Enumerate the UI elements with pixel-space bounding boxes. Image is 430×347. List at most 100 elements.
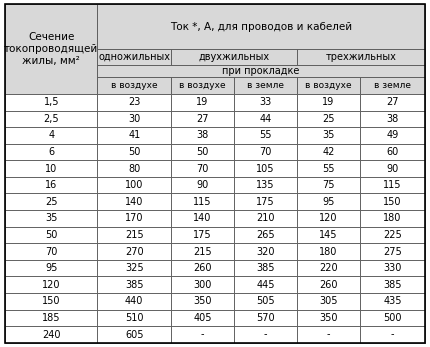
- Text: 42: 42: [322, 147, 335, 157]
- Text: 115: 115: [193, 197, 212, 207]
- Bar: [360, 77, 425, 94]
- Text: 105: 105: [256, 163, 275, 174]
- Text: в воздухе: в воздухе: [111, 81, 157, 90]
- Bar: [5, 94, 98, 110]
- Text: Ток *, А, для проводов и кабелей: Ток *, А, для проводов и кабелей: [170, 22, 352, 32]
- Bar: [171, 194, 234, 210]
- Bar: [171, 177, 234, 194]
- Bar: [5, 4, 98, 94]
- Text: -: -: [326, 330, 330, 339]
- Bar: [98, 243, 171, 260]
- Bar: [98, 194, 171, 210]
- Bar: [98, 65, 425, 77]
- Bar: [360, 293, 425, 310]
- Text: 49: 49: [386, 130, 399, 141]
- Bar: [5, 260, 98, 277]
- Bar: [171, 227, 234, 243]
- Bar: [98, 4, 425, 49]
- Text: в воздухе: в воздухе: [179, 81, 226, 90]
- Text: в воздухе: в воздухе: [305, 81, 352, 90]
- Text: 27: 27: [196, 114, 209, 124]
- Bar: [297, 144, 360, 160]
- Bar: [360, 194, 425, 210]
- Text: 90: 90: [386, 163, 399, 174]
- Text: 10: 10: [45, 163, 58, 174]
- Text: 300: 300: [193, 280, 212, 290]
- Bar: [98, 210, 171, 227]
- Bar: [297, 210, 360, 227]
- Text: 120: 120: [319, 213, 338, 223]
- Text: 55: 55: [322, 163, 335, 174]
- Text: 215: 215: [193, 247, 212, 256]
- Text: 19: 19: [322, 97, 335, 107]
- Bar: [98, 49, 171, 65]
- Bar: [5, 127, 98, 144]
- Text: 150: 150: [42, 296, 61, 306]
- Text: 500: 500: [383, 313, 402, 323]
- Bar: [98, 277, 171, 293]
- Text: 385: 385: [383, 280, 402, 290]
- Bar: [360, 127, 425, 144]
- Bar: [98, 177, 171, 194]
- Text: 35: 35: [45, 213, 58, 223]
- Bar: [98, 227, 171, 243]
- Text: 440: 440: [125, 296, 143, 306]
- Text: 60: 60: [386, 147, 399, 157]
- Text: 120: 120: [42, 280, 61, 290]
- Text: 265: 265: [256, 230, 275, 240]
- Text: при прокладке: при прокладке: [222, 66, 300, 76]
- Bar: [234, 194, 297, 210]
- Bar: [234, 243, 297, 260]
- Text: 50: 50: [128, 147, 141, 157]
- Bar: [5, 194, 98, 210]
- Bar: [360, 260, 425, 277]
- Bar: [171, 326, 234, 343]
- Text: Сечение
токопроводящей
жилы, мм²: Сечение токопроводящей жилы, мм²: [4, 32, 98, 66]
- Bar: [5, 227, 98, 243]
- Bar: [5, 210, 98, 227]
- Text: 185: 185: [42, 313, 61, 323]
- Bar: [234, 160, 297, 177]
- Text: 320: 320: [256, 247, 275, 256]
- Text: 95: 95: [322, 197, 335, 207]
- Text: 1,5: 1,5: [43, 97, 59, 107]
- Bar: [98, 110, 171, 127]
- Text: 445: 445: [256, 280, 275, 290]
- Bar: [234, 277, 297, 293]
- Text: -: -: [201, 330, 204, 339]
- Text: 135: 135: [256, 180, 275, 190]
- Bar: [98, 293, 171, 310]
- Bar: [171, 310, 234, 326]
- Text: 330: 330: [383, 263, 402, 273]
- Text: 225: 225: [383, 230, 402, 240]
- Bar: [171, 277, 234, 293]
- Text: 170: 170: [125, 213, 144, 223]
- Text: 35: 35: [322, 130, 335, 141]
- Text: 90: 90: [196, 180, 209, 190]
- Bar: [297, 227, 360, 243]
- Text: 55: 55: [259, 130, 272, 141]
- Text: 140: 140: [193, 213, 212, 223]
- Bar: [297, 310, 360, 326]
- Bar: [360, 243, 425, 260]
- Bar: [5, 277, 98, 293]
- Bar: [171, 293, 234, 310]
- Bar: [360, 144, 425, 160]
- Bar: [360, 177, 425, 194]
- Text: 270: 270: [125, 247, 144, 256]
- Bar: [171, 210, 234, 227]
- Text: 505: 505: [256, 296, 275, 306]
- Text: 70: 70: [45, 247, 58, 256]
- Bar: [5, 243, 98, 260]
- Bar: [98, 260, 171, 277]
- Text: 44: 44: [259, 114, 271, 124]
- Text: 25: 25: [322, 114, 335, 124]
- Text: 180: 180: [319, 247, 338, 256]
- Text: двухжильных: двухжильных: [198, 52, 270, 62]
- Bar: [297, 293, 360, 310]
- Text: 145: 145: [319, 230, 338, 240]
- Text: 325: 325: [125, 263, 144, 273]
- Bar: [171, 49, 297, 65]
- Bar: [5, 110, 98, 127]
- Text: 260: 260: [193, 263, 212, 273]
